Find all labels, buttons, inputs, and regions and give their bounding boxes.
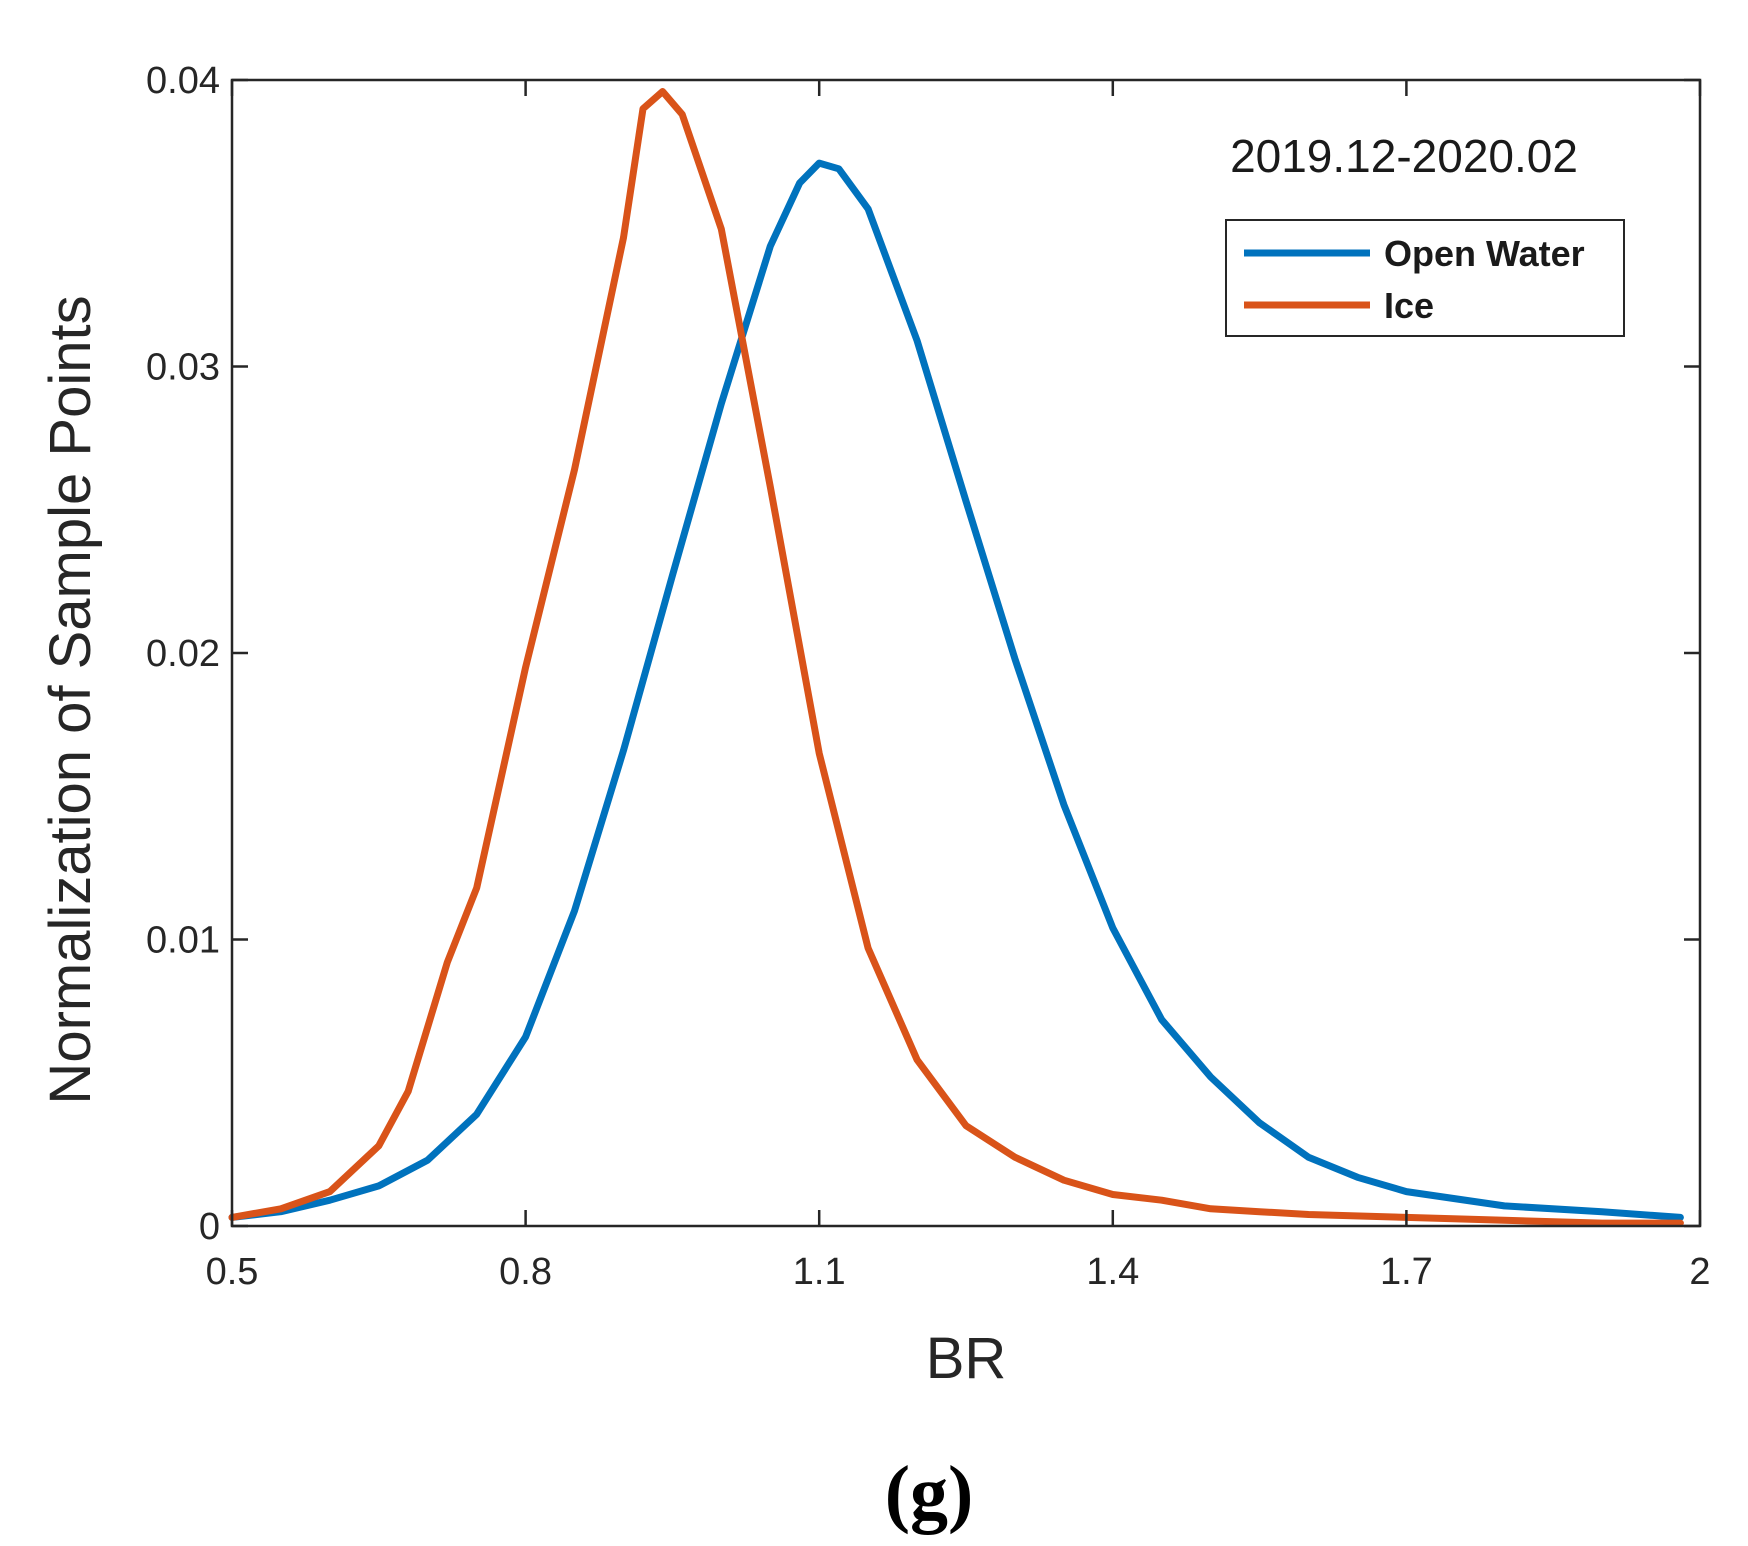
y-tick-label: 0 bbox=[199, 1206, 220, 1248]
tick-layer: 0.5 0.8 1.1 1.4 1.7 2 0 0.01 0.02 0.03 0.04 bbox=[146, 60, 1711, 1293]
x-tick-label: 1.7 bbox=[1380, 1251, 1433, 1293]
legend-label-ice: Ice bbox=[1384, 285, 1434, 326]
y-tick-label: 0.04 bbox=[146, 60, 220, 102]
panel-label: (g) bbox=[885, 1451, 974, 1535]
y-axis-title: Normalization of Sample Points bbox=[38, 295, 103, 1104]
legend-label-open-water: Open Water bbox=[1384, 233, 1585, 274]
legend-box bbox=[1225, 219, 1625, 337]
series-layer bbox=[228, 88, 1684, 1227]
x-tick-label: 0.8 bbox=[499, 1251, 552, 1293]
x-tick-label: 1.1 bbox=[793, 1251, 846, 1293]
y-tick-label: 0.01 bbox=[146, 920, 220, 962]
period-annotation: 2019.12-2020.02 bbox=[1230, 130, 1578, 182]
series-line-open-water bbox=[228, 159, 1684, 1221]
x-tick-label: 2 bbox=[1689, 1251, 1710, 1293]
series-line-ice bbox=[228, 88, 1684, 1227]
x-axis-title: BR bbox=[926, 1326, 1007, 1391]
y-tick-label: 0.03 bbox=[146, 347, 220, 389]
y-tick-label: 0.02 bbox=[146, 633, 220, 675]
x-tick-label: 1.4 bbox=[1086, 1251, 1139, 1293]
x-tick-label: 0.5 bbox=[206, 1251, 259, 1293]
legend: Open Water Ice bbox=[1225, 219, 1625, 337]
